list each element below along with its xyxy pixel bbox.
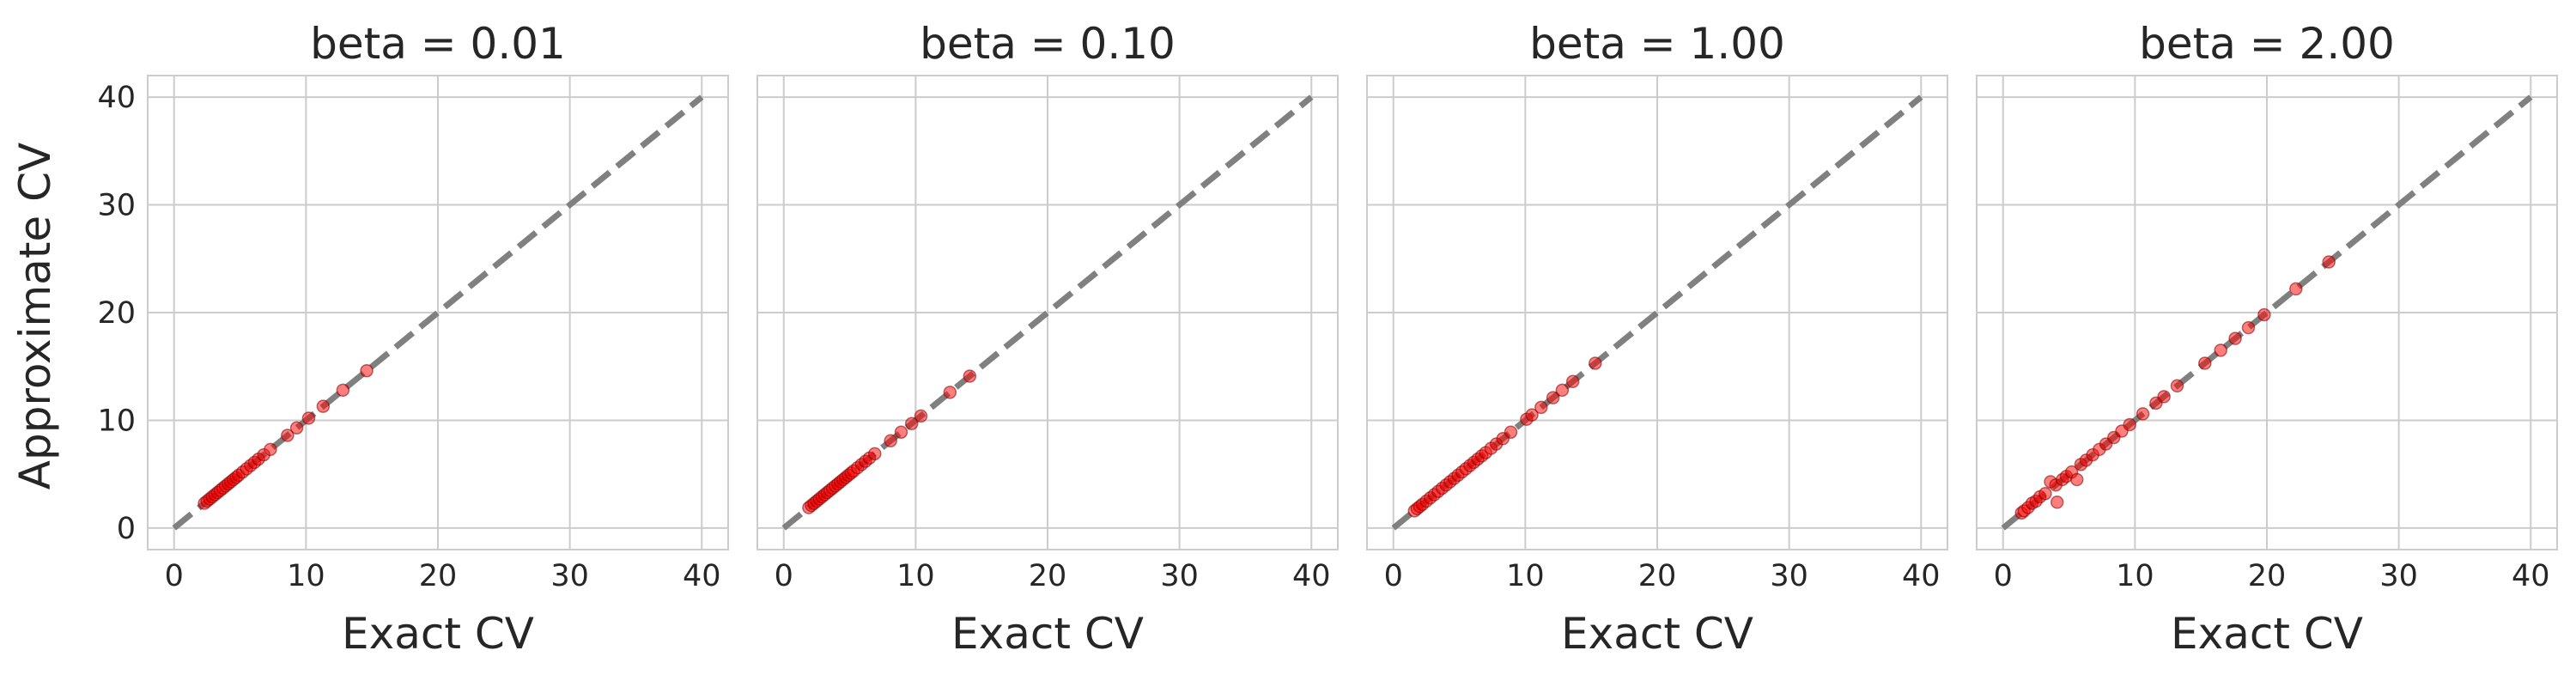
x-tick-label: 40 bbox=[1292, 559, 1331, 593]
data-point bbox=[2157, 390, 2171, 404]
panel-title: beta = 1.00 bbox=[1529, 19, 1785, 69]
data-point bbox=[894, 425, 908, 440]
data-point bbox=[316, 399, 331, 413]
data-point bbox=[336, 383, 350, 398]
x-tick-label: 20 bbox=[1638, 559, 1677, 593]
x-axis-label: Exact CV bbox=[2171, 609, 2363, 659]
panel-3: beta = 1.00 0 10 20 30 40 Exact CV bbox=[1366, 19, 1948, 659]
data-point bbox=[2241, 320, 2256, 335]
x-tick-label: 30 bbox=[1770, 559, 1808, 593]
panel-title: beta = 2.00 bbox=[2139, 19, 2395, 69]
y-tick-label: 20 bbox=[97, 296, 136, 331]
x-axis-label: Exact CV bbox=[342, 609, 534, 659]
y-tick-label: 10 bbox=[97, 404, 136, 438]
data-point bbox=[264, 442, 277, 457]
x-tick-label: 20 bbox=[2248, 559, 2287, 593]
data-point bbox=[2322, 255, 2336, 269]
x-tick-label: 0 bbox=[1994, 559, 2013, 593]
data-point bbox=[963, 369, 977, 383]
data-point bbox=[2257, 307, 2271, 322]
data-point bbox=[914, 409, 928, 423]
data-point bbox=[2214, 344, 2227, 357]
x-tick-label: 10 bbox=[2116, 559, 2154, 593]
x-tick-label: 10 bbox=[896, 559, 935, 593]
x-tick-label: 30 bbox=[550, 559, 589, 593]
data-point bbox=[1565, 374, 1580, 389]
panel-title: beta = 0.01 bbox=[310, 19, 566, 69]
x-axis-label: Exact CV bbox=[1561, 609, 1753, 659]
y-tick-label: 30 bbox=[97, 189, 136, 223]
data-point bbox=[301, 411, 316, 425]
plot-frame bbox=[756, 75, 1339, 550]
data-point bbox=[905, 416, 919, 430]
x-tick-label: 0 bbox=[1384, 559, 1403, 593]
data-point bbox=[1546, 391, 1560, 404]
panel-1: beta = 0.01 0 10 20 30 40 0 10 20 30 40 Exact CV bbox=[97, 19, 729, 659]
x-tick-label: 40 bbox=[1902, 559, 1941, 593]
plot-frame bbox=[1976, 75, 2558, 550]
x-tick-label: 20 bbox=[1029, 559, 1067, 593]
x-tick-label: 10 bbox=[1506, 559, 1545, 593]
panel-2: beta = 0.10 0 10 20 30 40 Exact CV bbox=[756, 19, 1339, 659]
data-point bbox=[1504, 425, 1518, 440]
data-point bbox=[943, 386, 957, 399]
data-point bbox=[2038, 487, 2052, 501]
data-point bbox=[1534, 400, 1548, 415]
x-tick-label: 10 bbox=[287, 559, 325, 593]
data-point bbox=[2228, 331, 2242, 345]
x-tick-label: 40 bbox=[2512, 559, 2550, 593]
data-point bbox=[2050, 495, 2064, 509]
y-axis-label: Approximate CV bbox=[10, 143, 60, 489]
plot-frame bbox=[1366, 75, 1948, 550]
data-point bbox=[1555, 383, 1570, 398]
y-tick-label: 0 bbox=[117, 512, 136, 546]
x-tick-label: 20 bbox=[419, 559, 458, 593]
panel-title: beta = 0.10 bbox=[920, 19, 1176, 69]
data-point bbox=[867, 447, 882, 461]
x-tick-label: 0 bbox=[775, 559, 793, 593]
data-point bbox=[2136, 407, 2150, 421]
x-tick-label: 40 bbox=[683, 559, 721, 593]
x-axis-label: Exact CV bbox=[951, 609, 1144, 659]
data-point bbox=[884, 434, 897, 448]
panel-4: beta = 2.00 0 10 20 30 40 Exact CV bbox=[1976, 19, 2558, 659]
data-point bbox=[289, 421, 304, 435]
y-tick-label: 40 bbox=[97, 81, 136, 115]
x-tick-label: 30 bbox=[2379, 559, 2418, 593]
plot-frame bbox=[147, 75, 729, 550]
data-point bbox=[2289, 282, 2303, 296]
x-tick-label: 30 bbox=[1160, 559, 1199, 593]
x-tick-label: 0 bbox=[165, 559, 184, 593]
data-point bbox=[2123, 417, 2136, 432]
data-point bbox=[2170, 379, 2184, 393]
data-point bbox=[1589, 356, 1602, 370]
data-point bbox=[281, 429, 295, 442]
data-point bbox=[360, 363, 374, 378]
data-point bbox=[2070, 472, 2084, 487]
data-point bbox=[2198, 356, 2212, 370]
data-point bbox=[1525, 408, 1539, 422]
